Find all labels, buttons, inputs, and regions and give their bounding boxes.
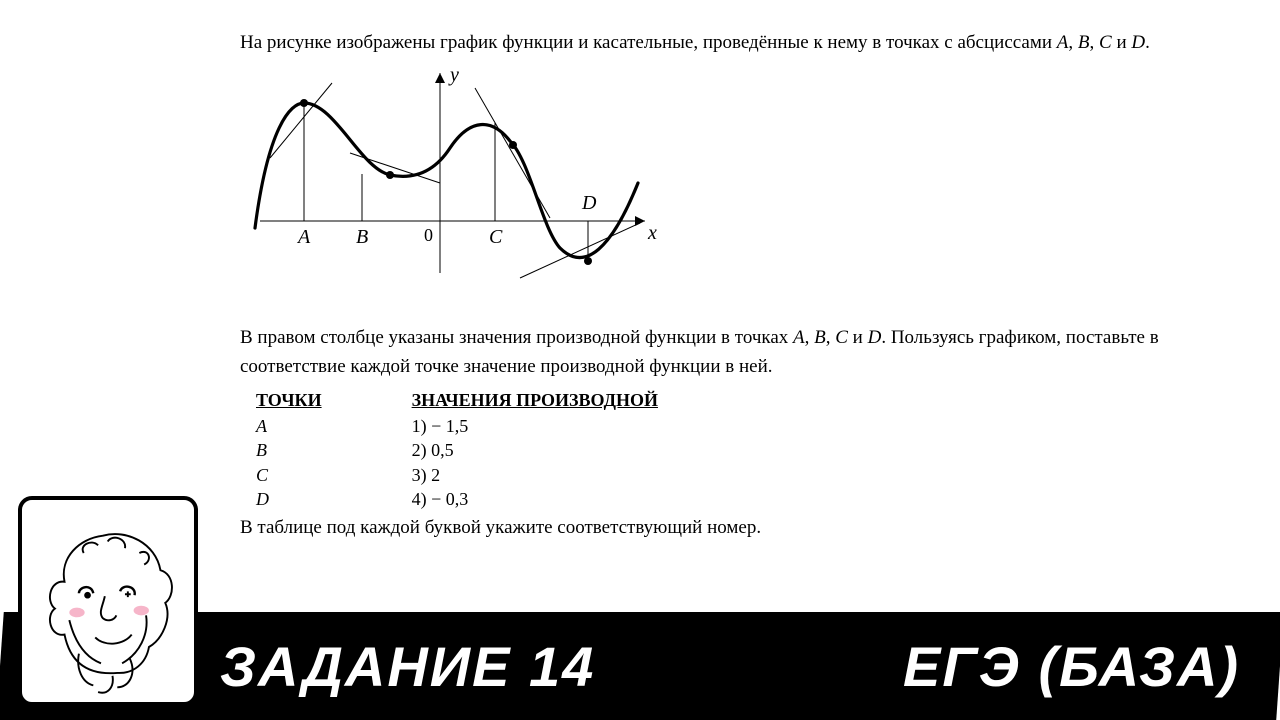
text: и — [848, 327, 868, 348]
svg-text:D: D — [581, 192, 597, 214]
avatar-badge — [18, 496, 198, 706]
value-row: 3) 2 — [412, 463, 672, 487]
task-number: ЗАДАНИЕ 14 — [220, 634, 595, 699]
point-row: D — [256, 487, 322, 511]
instruction-paragraph: В правом столбце указаны значения произв… — [240, 323, 1240, 382]
letter-d: D — [1131, 32, 1145, 53]
svg-text:0: 0 — [424, 225, 433, 245]
svg-text:C: C — [489, 226, 503, 248]
svg-text:x: x — [647, 222, 657, 244]
value-row: 4) − 0,3 — [412, 487, 672, 511]
exam-label: ЕГЭ (БАЗА) — [903, 634, 1240, 699]
points-column: ТОЧКИ A B C D — [256, 388, 322, 511]
final-instruction: В таблице под каждой буквой укажите соот… — [240, 513, 1240, 542]
svg-text:B: B — [356, 226, 368, 248]
letter-b: B — [1078, 32, 1090, 53]
letter-c: C — [1099, 32, 1112, 53]
letter-c: C — [835, 327, 848, 348]
problem-content: На рисунке изображены график функции и к… — [0, 0, 1280, 543]
points-header: ТОЧКИ — [256, 388, 322, 412]
letter-b: B — [814, 327, 826, 348]
philosopher-icon — [26, 505, 189, 697]
svg-text:y: y — [448, 64, 459, 86]
point-row: C — [256, 463, 322, 487]
value-row: 1) − 1,5 — [412, 414, 672, 438]
intro-paragraph: На рисунке изображены график функции и к… — [240, 28, 1240, 57]
letter-a: A — [1057, 32, 1069, 53]
point-row: B — [256, 438, 322, 462]
matching-table: ТОЧКИ A B C D ЗНАЧЕНИЯ ПРОИЗВОДНОЙ 1) − … — [256, 388, 1240, 511]
point-row: A — [256, 414, 322, 438]
value-row: 2) 0,5 — [412, 438, 672, 462]
text: В правом столбце указаны значения произв… — [240, 327, 793, 348]
values-column: ЗНАЧЕНИЯ ПРОИЗВОДНОЙ 1) − 1,5 2) 0,5 3) … — [412, 388, 672, 511]
letter-a: A — [793, 327, 805, 348]
letter-d: D — [868, 327, 882, 348]
text: и — [1112, 32, 1132, 53]
values-header: ЗНАЧЕНИЯ ПРОИЗВОДНОЙ — [412, 388, 672, 412]
graph: y x 0 A B C D — [240, 63, 1240, 312]
svg-text:A: A — [296, 226, 311, 248]
text: На рисунке изображены график функции и к… — [240, 32, 1057, 53]
